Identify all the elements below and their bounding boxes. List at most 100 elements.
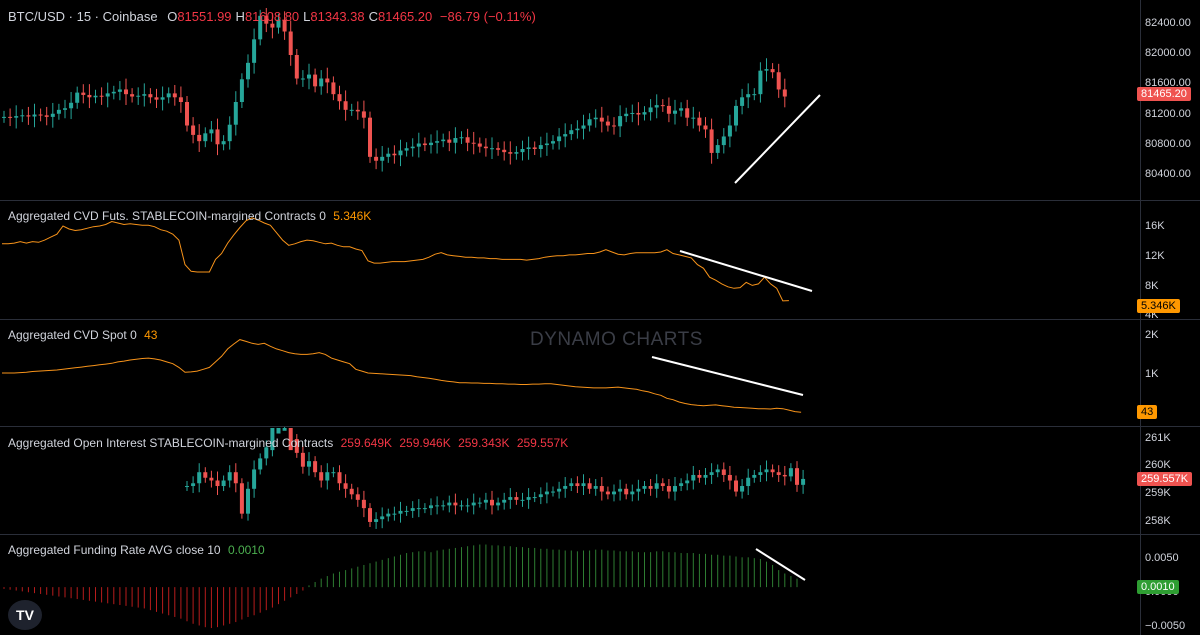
oi-candle bbox=[575, 483, 580, 487]
price-candle bbox=[471, 142, 476, 144]
oi-candle bbox=[532, 497, 537, 499]
oi-candle bbox=[197, 472, 202, 484]
oi-last-tag: 259.557K bbox=[1137, 472, 1193, 486]
oi-candle bbox=[185, 486, 189, 488]
oi-tick: 259K bbox=[1145, 487, 1171, 499]
oi-candle bbox=[465, 505, 470, 507]
oi-candle bbox=[392, 513, 397, 515]
oi-candle bbox=[319, 472, 324, 481]
price-candle bbox=[429, 142, 433, 146]
price-candle bbox=[93, 95, 98, 98]
oi-candle bbox=[368, 508, 372, 522]
ohlc-key: L bbox=[303, 9, 311, 24]
oi-candle bbox=[215, 480, 220, 487]
price-tick: 81200.00 bbox=[1145, 108, 1191, 120]
price-candle bbox=[483, 146, 488, 149]
price-candle bbox=[166, 93, 171, 98]
price-candle bbox=[758, 70, 763, 95]
price-candle bbox=[136, 95, 141, 97]
price-candle bbox=[331, 82, 336, 95]
price-candle bbox=[185, 102, 189, 126]
oi-candle bbox=[715, 469, 720, 473]
oi-value-low: 259.343K bbox=[458, 436, 510, 450]
price-candle bbox=[715, 145, 720, 153]
oi-candle bbox=[258, 458, 263, 470]
oi-tick: 258K bbox=[1145, 515, 1171, 527]
price-candle bbox=[496, 148, 501, 150]
price-candle bbox=[685, 108, 690, 118]
oi-candle bbox=[691, 474, 696, 481]
oi-candle bbox=[361, 499, 366, 509]
oi-candle bbox=[526, 497, 531, 500]
price-candle bbox=[490, 148, 494, 150]
oi-candle bbox=[386, 513, 391, 517]
price-candle bbox=[209, 129, 214, 134]
oi-candle bbox=[453, 502, 458, 506]
oi-candle bbox=[746, 477, 751, 487]
cvd-spot-label[interactable]: Aggregated CVD Spot 0 43 bbox=[8, 328, 157, 342]
price-candle bbox=[215, 129, 220, 145]
funding-value: 0.0010 bbox=[227, 543, 265, 557]
price-candle bbox=[727, 125, 732, 137]
oi-candle bbox=[709, 472, 714, 475]
pane-separator[interactable] bbox=[0, 426, 1200, 427]
price-candle bbox=[532, 147, 537, 149]
oi-candle bbox=[679, 483, 684, 487]
cvd-futs-label[interactable]: Aggregated CVD Futs. STABLECOIN-margined… bbox=[8, 209, 371, 223]
price-candle bbox=[178, 97, 183, 102]
cvd-futs-tick: 4K bbox=[1145, 309, 1159, 318]
oi-candle bbox=[593, 486, 598, 489]
price-candle bbox=[38, 114, 43, 116]
price-candle bbox=[477, 143, 482, 147]
price-candle bbox=[441, 139, 446, 142]
pane-separator[interactable] bbox=[0, 319, 1200, 320]
funding-tick: −0.0050 bbox=[1145, 620, 1186, 632]
oi-candle bbox=[325, 472, 330, 481]
price-candle bbox=[648, 107, 653, 113]
tradingview-logo[interactable]: TV bbox=[8, 600, 42, 630]
oi-candle bbox=[355, 494, 360, 500]
oi-candle bbox=[624, 488, 629, 495]
pane-separator[interactable] bbox=[0, 534, 1200, 535]
oi-candle bbox=[599, 486, 604, 492]
oi-value-high: 259.946K bbox=[399, 436, 451, 450]
cvd-spot-value: 43 bbox=[144, 328, 158, 342]
cvd-spot-line bbox=[2, 339, 802, 413]
cvd-futs-last-tag: 5.346K bbox=[1137, 299, 1180, 313]
oi-candle bbox=[758, 472, 763, 475]
price-candle bbox=[124, 89, 128, 95]
price-candle bbox=[252, 39, 257, 63]
ohlc-key: C bbox=[368, 9, 379, 24]
oi-candle bbox=[374, 519, 379, 522]
price-candle bbox=[636, 112, 641, 115]
price-candle bbox=[630, 112, 635, 114]
oi-label[interactable]: Aggregated Open Interest STABLECOIN-marg… bbox=[8, 436, 568, 450]
oi-candle bbox=[514, 497, 519, 500]
oi-candle bbox=[227, 472, 232, 481]
oi-tick: 260K bbox=[1145, 459, 1171, 471]
oi-candle bbox=[447, 502, 452, 506]
oi-candle bbox=[252, 469, 257, 489]
symbol-header[interactable]: BTC/USD · 15 · Coinbase O81551.99 H81608.… bbox=[8, 9, 536, 24]
price-candle bbox=[99, 95, 104, 97]
funding-label[interactable]: Aggregated Funding Rate AVG close 10 0.0… bbox=[8, 543, 265, 557]
price-candle bbox=[581, 125, 586, 129]
price-candle bbox=[465, 137, 470, 143]
oi-candle bbox=[337, 472, 342, 484]
price-axis-border bbox=[1140, 0, 1141, 635]
oi-value-close: 259.557K bbox=[516, 436, 569, 450]
ohlc-value: 81608.80 bbox=[244, 9, 300, 24]
oi-candle bbox=[416, 508, 421, 510]
pane-separator[interactable] bbox=[0, 200, 1200, 201]
oi-candle bbox=[587, 483, 592, 489]
oi-candle bbox=[544, 491, 549, 495]
oi-candle bbox=[331, 472, 336, 474]
price-candle bbox=[246, 62, 250, 80]
price-candle bbox=[282, 19, 287, 32]
oi-candle bbox=[294, 439, 299, 453]
symbol-name[interactable]: BTC/USD · 15 · Coinbase bbox=[8, 9, 158, 24]
oi-candle bbox=[654, 483, 659, 489]
price-candle bbox=[276, 19, 281, 28]
price-candle bbox=[172, 93, 177, 98]
